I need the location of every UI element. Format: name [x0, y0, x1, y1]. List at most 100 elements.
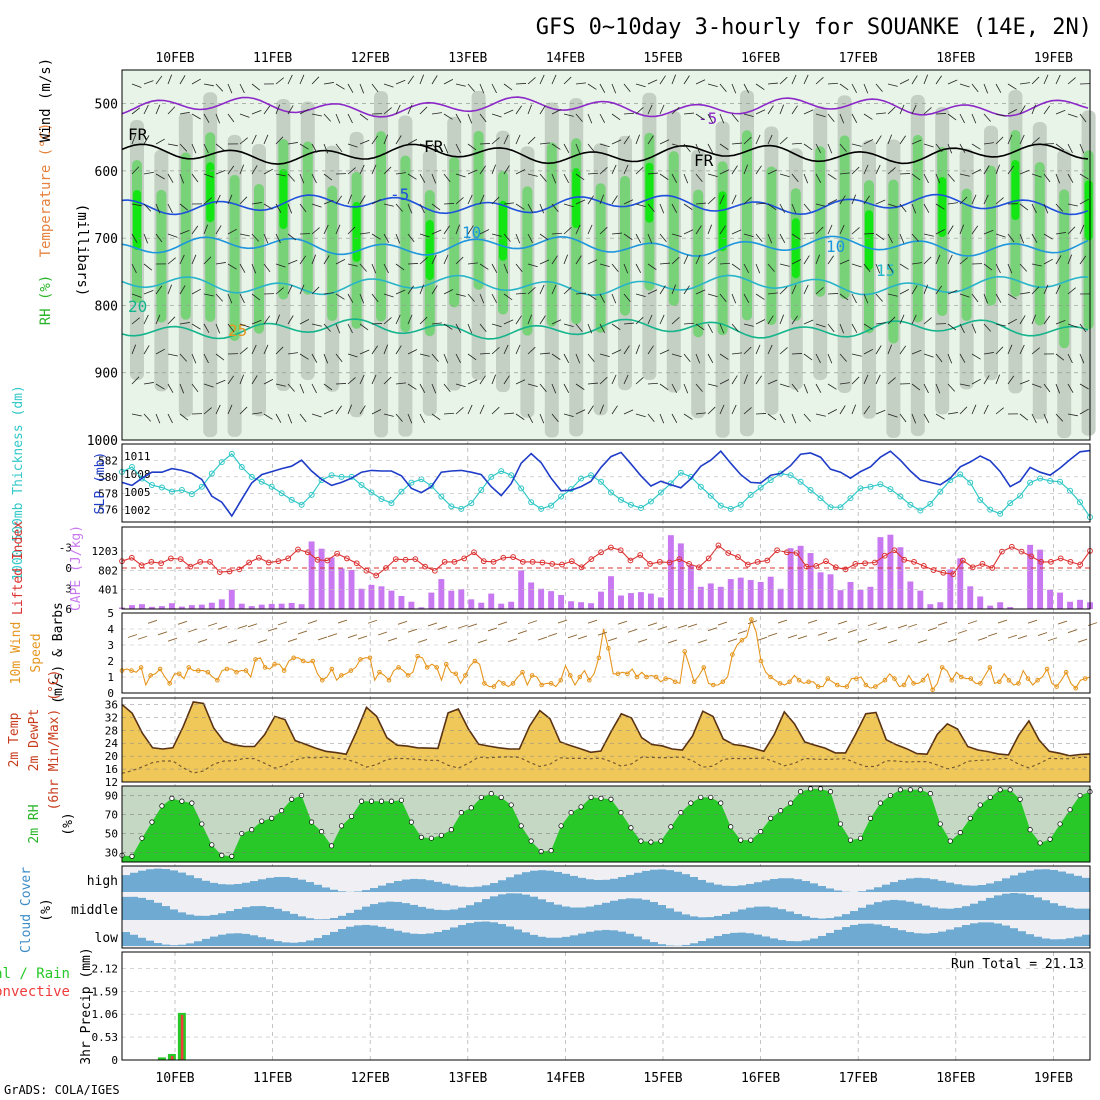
cloud-column [978, 900, 986, 920]
wind-barb [755, 165, 762, 175]
cloud-column [722, 885, 730, 892]
wind-barb-10m [317, 636, 328, 641]
cape-bar [408, 601, 415, 609]
wind-barb [359, 164, 365, 175]
cloud-column [178, 944, 186, 946]
wind-barb [143, 104, 149, 115]
cloud-column [530, 870, 538, 892]
cloud-column [706, 938, 714, 946]
rh2m-point [448, 827, 454, 833]
wind-barb [635, 263, 642, 274]
wind-barb [431, 383, 437, 394]
wind-barb [299, 319, 310, 325]
lifted-index-point [881, 552, 888, 559]
wind-barb [767, 413, 777, 421]
rh-plume-green [571, 138, 582, 325]
wind-barb-10m [457, 624, 468, 629]
cloud-column [962, 906, 970, 920]
wind-barb [167, 173, 174, 183]
cloud-column [226, 933, 234, 946]
cloud-column [530, 896, 538, 920]
wind-barb [323, 383, 333, 391]
rh2m-point [628, 825, 634, 831]
rh2m-point [708, 794, 714, 800]
wind-barb [335, 83, 345, 90]
wind-barb [839, 353, 847, 362]
wind-barb [731, 83, 737, 94]
wind-barb [659, 314, 665, 325]
cloud-column [202, 938, 210, 946]
wind-barb [287, 173, 296, 182]
wind-barb [923, 317, 932, 325]
thickness-point [578, 475, 585, 482]
wind-barb [719, 194, 725, 205]
cape-bar [1037, 549, 1044, 609]
wind-barb [1031, 263, 1042, 267]
thickness-line [121, 453, 1091, 518]
wind-barb [479, 352, 491, 355]
wind-speed-point [1082, 676, 1088, 681]
cape-tick: 401 [98, 584, 118, 597]
wind-barb [959, 257, 968, 265]
wind-barb [179, 383, 185, 394]
ylabel-cape: CAPE (J/kg) [69, 525, 84, 611]
wind-barb [1007, 165, 1015, 175]
wind-speed-point [205, 669, 211, 675]
wind-speed-point [539, 682, 544, 688]
wind-barb [587, 382, 598, 385]
cloud-column [186, 875, 194, 892]
wind-speed-point [1006, 677, 1012, 683]
thickness-point [228, 450, 235, 457]
cloud-column [858, 907, 866, 920]
wind-speed-point [453, 671, 459, 677]
wind-speed-point [281, 668, 287, 673]
wind-barb-10m [287, 638, 298, 643]
wind-barb [755, 293, 765, 300]
rh-plume-green [156, 189, 167, 323]
wind-barb [743, 136, 752, 145]
wind-barb [395, 135, 402, 145]
cloud-column [338, 915, 346, 920]
wind-barb [779, 383, 790, 388]
wind-speed-point [234, 669, 239, 675]
wind-speed-point [768, 674, 773, 680]
cloud-column [858, 923, 866, 946]
cloud-column [154, 902, 162, 920]
temp-tick: 12 [105, 776, 118, 789]
wind-barb [443, 113, 453, 120]
wind-barb [755, 319, 766, 325]
wind-barb [719, 169, 730, 175]
wind-barb [647, 263, 657, 270]
cloud-column [1074, 875, 1082, 892]
wind-barb [935, 229, 946, 235]
cloud-column [498, 894, 506, 920]
wind-barb [719, 379, 730, 385]
wind-barb [431, 254, 437, 265]
cloud-column [666, 870, 674, 892]
wind-barb [275, 203, 282, 213]
wind-barb-10m [827, 637, 838, 642]
wind-barb [899, 314, 905, 325]
cloud-column [874, 924, 882, 946]
wind-speed-point [348, 668, 354, 673]
wind-barb [563, 113, 574, 117]
wind-barb [827, 323, 835, 333]
wind-barb [611, 232, 622, 235]
cloud-column [794, 941, 802, 946]
precip-convective-bar [170, 1055, 174, 1060]
wind-barb [707, 256, 716, 265]
wind-barb [263, 315, 271, 325]
wind-barb [899, 135, 906, 145]
rh-plume-bright [133, 190, 141, 250]
cloud-column [362, 890, 370, 892]
cloud-column [994, 895, 1002, 920]
wind-barb [959, 323, 965, 334]
wind-barb [263, 263, 271, 273]
wind-barb [755, 202, 767, 205]
wind-barb-10m [247, 623, 258, 628]
thickness-point [747, 491, 754, 498]
wind-barb-10m [267, 627, 278, 632]
wind-barb [527, 77, 536, 85]
wind-barb-10m [887, 639, 898, 644]
cloud-column [834, 916, 842, 920]
